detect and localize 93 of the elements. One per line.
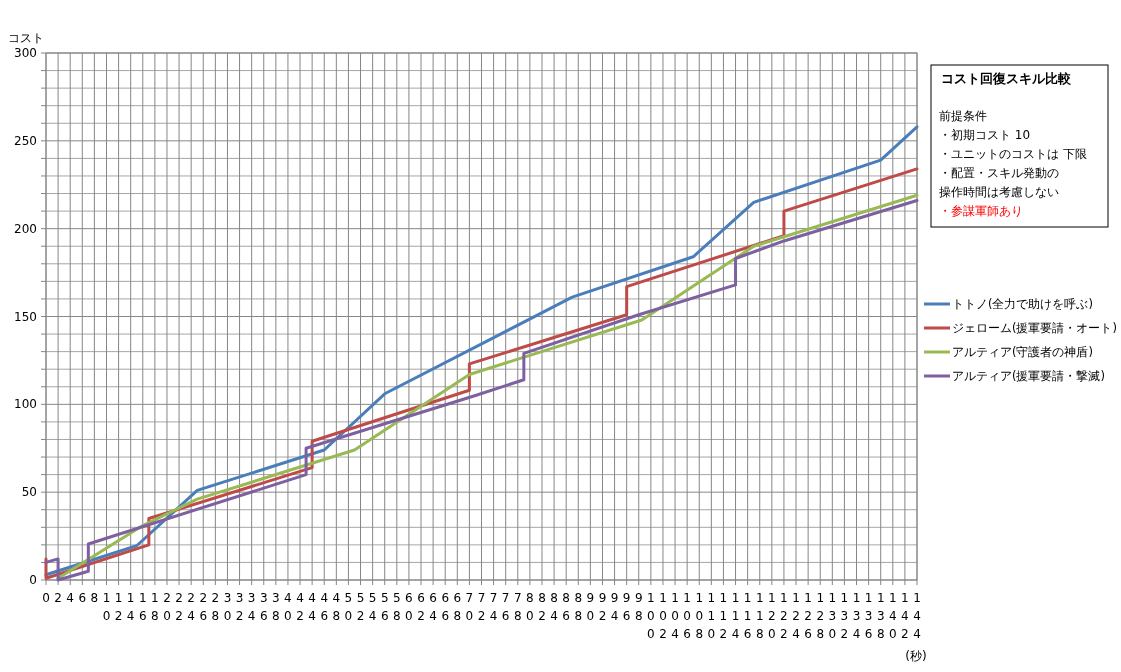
x-tick-label: 1 6 bbox=[138, 591, 147, 623]
x-tick-label: 9 6 bbox=[622, 591, 631, 623]
y-tick-label: 150 bbox=[14, 309, 37, 324]
x-tick-label: 4 bbox=[66, 591, 75, 605]
x-tick-label: 2 4 bbox=[187, 591, 195, 623]
x-tick-label: 8 6 bbox=[562, 591, 570, 623]
x-tick-label: 5 0 bbox=[344, 591, 353, 623]
text: 操作時間は考慮しない bbox=[939, 185, 1059, 199]
text: ・初期コスト 10 bbox=[939, 128, 1031, 142]
y-axis-title: コスト bbox=[8, 31, 44, 45]
y-tick-label: 50 bbox=[21, 485, 37, 500]
x-axis-title: (秒) bbox=[905, 649, 927, 663]
x-tick-label: 0 bbox=[42, 591, 50, 605]
x-tick-label: 1 0 6 bbox=[683, 591, 691, 641]
x-tick-label: 1 1 0 bbox=[707, 591, 716, 641]
x-tick-label: 8 4 bbox=[550, 591, 558, 623]
x-tick-label: 1 2 0 bbox=[768, 591, 776, 641]
x-tick-label: 1 0 2 bbox=[659, 591, 667, 641]
x-tick-label: 1 3 8 bbox=[876, 591, 885, 641]
x-tick-label: 7 2 bbox=[477, 591, 486, 623]
x-tick-label: 1 1 4 bbox=[731, 591, 740, 641]
y-tick-label: 100 bbox=[14, 397, 37, 412]
legend-label: アルティア(援軍要請・撃滅) bbox=[952, 369, 1105, 383]
x-tick-label: 6 bbox=[78, 591, 87, 605]
x-tick-label: 2 6 bbox=[199, 591, 208, 623]
legend-label: トトノ(全力で助けを呼ぶ) bbox=[952, 297, 1093, 311]
x-tick-label: 3 0 bbox=[223, 591, 232, 623]
x-tick-label: 2 2 bbox=[175, 591, 183, 623]
x-tick-label: 7 0 bbox=[465, 591, 474, 623]
x-tick-label: 1 0 bbox=[102, 591, 111, 623]
x-tick-label: 9 0 bbox=[586, 591, 595, 623]
x-tick-label: 3 8 bbox=[272, 591, 280, 623]
text: 前提条件 bbox=[939, 109, 987, 123]
x-tick-label: 6 2 bbox=[417, 591, 425, 623]
x-tick-label: 1 0 8 bbox=[695, 591, 704, 641]
x-tick-label: 1 0 0 bbox=[647, 591, 655, 641]
x-tick-label: 8 8 bbox=[574, 591, 583, 623]
x-tick-label: 5 8 bbox=[393, 591, 401, 623]
x-tick-label: 2 bbox=[54, 591, 62, 605]
x-tick-label: 2 8 bbox=[211, 591, 220, 623]
y-tick-label: 0 bbox=[29, 573, 37, 587]
x-tick-label: 6 6 bbox=[441, 591, 450, 623]
x-tick-label: 6 0 bbox=[405, 591, 413, 623]
x-tick-label: 4 0 bbox=[284, 591, 292, 623]
x-tick-label: 8 bbox=[90, 591, 99, 605]
x-tick-label: 1 1 2 bbox=[719, 591, 728, 641]
x-tick-label: 1 4 bbox=[126, 591, 135, 623]
x-tick-label: 1 2 4 bbox=[792, 591, 800, 641]
text: ・参謀軍師あり bbox=[939, 204, 1023, 218]
x-tick-label: 1 3 6 bbox=[864, 591, 873, 641]
x-tick-label: 1 3 2 bbox=[840, 591, 849, 641]
x-tick-label: 9 8 bbox=[634, 591, 643, 623]
x-tick-label: 7 4 bbox=[489, 591, 498, 623]
text: ・ユニットのコストは 下限 bbox=[939, 147, 1087, 161]
x-tick-label: 4 4 bbox=[308, 591, 316, 623]
x-tick-label: 5 2 bbox=[356, 591, 365, 623]
x-tick-label: 1 2 2 bbox=[780, 591, 788, 641]
x-tick-label: 3 2 bbox=[235, 591, 244, 623]
x-tick-label: 1 8 bbox=[151, 591, 159, 623]
x-tick-label: 2 0 bbox=[163, 591, 171, 623]
x-tick-label: 1 3 4 bbox=[852, 591, 861, 641]
x-tick-label: 1 4 0 bbox=[888, 591, 897, 641]
x-tick-label: 7 8 bbox=[513, 591, 522, 623]
x-tick-label: 1 2 bbox=[114, 591, 123, 623]
x-tick-label: 1 2 6 bbox=[804, 591, 812, 641]
legend-label: ジェローム(援軍要請・オート) bbox=[952, 321, 1117, 335]
x-tick-label: 9 2 bbox=[598, 591, 607, 623]
x-tick-label: 3 4 bbox=[247, 591, 256, 623]
y-tick-label: 250 bbox=[14, 133, 37, 148]
text: ・配置・スキル発動の bbox=[939, 166, 1059, 180]
y-tick-label: 200 bbox=[14, 221, 37, 236]
x-tick-label: 7 6 bbox=[501, 591, 510, 623]
x-tick-label: 1 4 2 bbox=[901, 591, 909, 641]
x-tick-label: 5 4 bbox=[368, 591, 377, 623]
y-tick-label: 300 bbox=[14, 46, 37, 60]
x-tick-label: 8 2 bbox=[538, 591, 546, 623]
x-tick-label: 1 1 8 bbox=[755, 591, 764, 641]
x-tick-label: 4 2 bbox=[296, 591, 304, 623]
x-tick-label: 5 6 bbox=[380, 591, 389, 623]
x-tick-label: 9 4 bbox=[610, 591, 619, 623]
x-tick-label: 6 4 bbox=[429, 591, 437, 623]
x-tick-label: 1 2 8 bbox=[816, 591, 825, 641]
x-tick-label: 1 1 6 bbox=[743, 591, 752, 641]
x-tick-label: 1 0 4 bbox=[671, 591, 679, 641]
x-tick-label: 4 8 bbox=[332, 591, 341, 623]
x-tick-label: 1 3 0 bbox=[828, 591, 837, 641]
x-tick-label: 8 0 bbox=[526, 591, 534, 623]
legend-label: アルティア(守護者の神盾) bbox=[952, 345, 1093, 359]
x-tick-label: 4 6 bbox=[320, 591, 329, 623]
x-tick-label: 1 4 4 bbox=[913, 591, 921, 641]
x-tick-label: 6 8 bbox=[453, 591, 462, 623]
x-tick-label: 3 6 bbox=[259, 591, 268, 623]
text: コスト回復スキル比較 bbox=[941, 71, 1072, 86]
